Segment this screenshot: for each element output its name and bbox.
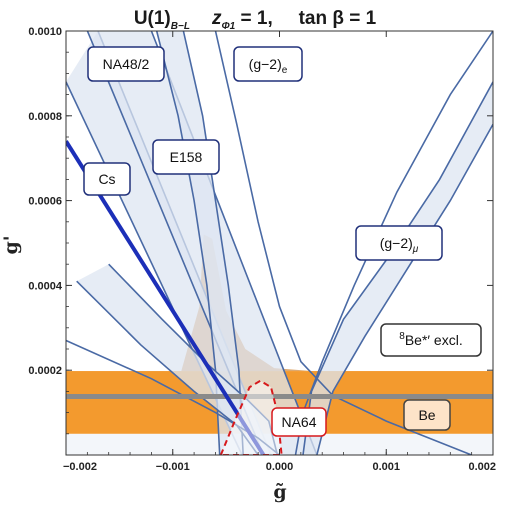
label-na64: NA64 [281, 414, 316, 430]
label-be8-text: Be*′ excl. [405, 332, 463, 348]
axis-ticks: −0.002 −0.001 0.000 0.001 0.002 0.0002 0.0004 0… [28, 26, 496, 473]
g2e-band-edge-b [182, 31, 244, 455]
g2mu-right-branch-edge-b [316, 123, 493, 455]
label-be8: 8Be*′ excl. [399, 331, 462, 348]
title-z-sub: Φ1 [221, 21, 235, 32]
g2mu-right-branch-fill [303, 81, 493, 455]
label-box-cs [83, 162, 131, 196]
label-na48-text: NA48/2 [103, 56, 150, 72]
g2e-band-fill [156, 31, 244, 455]
label-box-na48 [87, 46, 165, 82]
label-cs: Cs [98, 171, 115, 187]
x-tick-label-4: 0.002 [468, 461, 496, 473]
label-g2mu-sub: μ [412, 244, 419, 255]
label-box-na64 [271, 407, 327, 437]
curve-diagonal [214, 31, 472, 455]
label-box-g2e [233, 46, 303, 82]
label-cs-text: Cs [98, 171, 115, 187]
label-box-e158 [152, 139, 220, 175]
label-box-be [403, 399, 451, 431]
x-tick-label-0: −0.002 [63, 461, 97, 473]
label-g2mu-text: (g−2) [380, 235, 413, 251]
y-tick-label-0: 0.0002 [28, 365, 62, 377]
title-z: z [211, 8, 222, 29]
label-na48: NA48/2 [103, 56, 150, 72]
title-main: U(1) [134, 8, 171, 29]
label-box-be8 [380, 323, 482, 357]
y-tick-label-1: 0.0004 [28, 280, 63, 292]
label-e158-text: E158 [170, 149, 203, 165]
label-be: Be [418, 407, 435, 423]
g2mu-right-branch-edge-a [302, 81, 493, 455]
title-main-sub: B−L [171, 21, 190, 32]
title-z-value: = 1, [235, 8, 288, 29]
x-tick-label-2: 0.000 [266, 461, 294, 473]
y-axis-label: g' [0, 235, 22, 254]
x-tick-label-1: −0.001 [156, 461, 190, 473]
chart-title: U(1)B−L zΦ1 = 1, tan β = 1 [134, 8, 377, 32]
x-tick-label-3: 0.001 [372, 461, 400, 473]
label-e158: E158 [170, 149, 203, 165]
g2mu-left-branch-fill [76, 264, 278, 455]
y-tick-label-2: 0.0006 [28, 196, 62, 208]
title-tan: tan β = 1 [299, 8, 377, 29]
label-g2e-sub: e [282, 65, 288, 76]
y-tick-label-3: 0.0008 [28, 111, 62, 123]
label-be-text: Be [418, 407, 435, 423]
label-box-g2mu [355, 225, 443, 261]
label-g2e-text: (g−2) [249, 56, 282, 72]
x-axis-label: g̃ [273, 481, 286, 503]
label-g2e: (g−2)e [249, 56, 288, 76]
label-be8-sup: 8 [399, 331, 405, 342]
na64-region [219, 379, 283, 455]
y-tick-label-4: 0.0010 [28, 26, 62, 38]
label-na64-text: NA64 [281, 414, 316, 430]
label-g2mu: (g−2)μ [380, 235, 419, 255]
